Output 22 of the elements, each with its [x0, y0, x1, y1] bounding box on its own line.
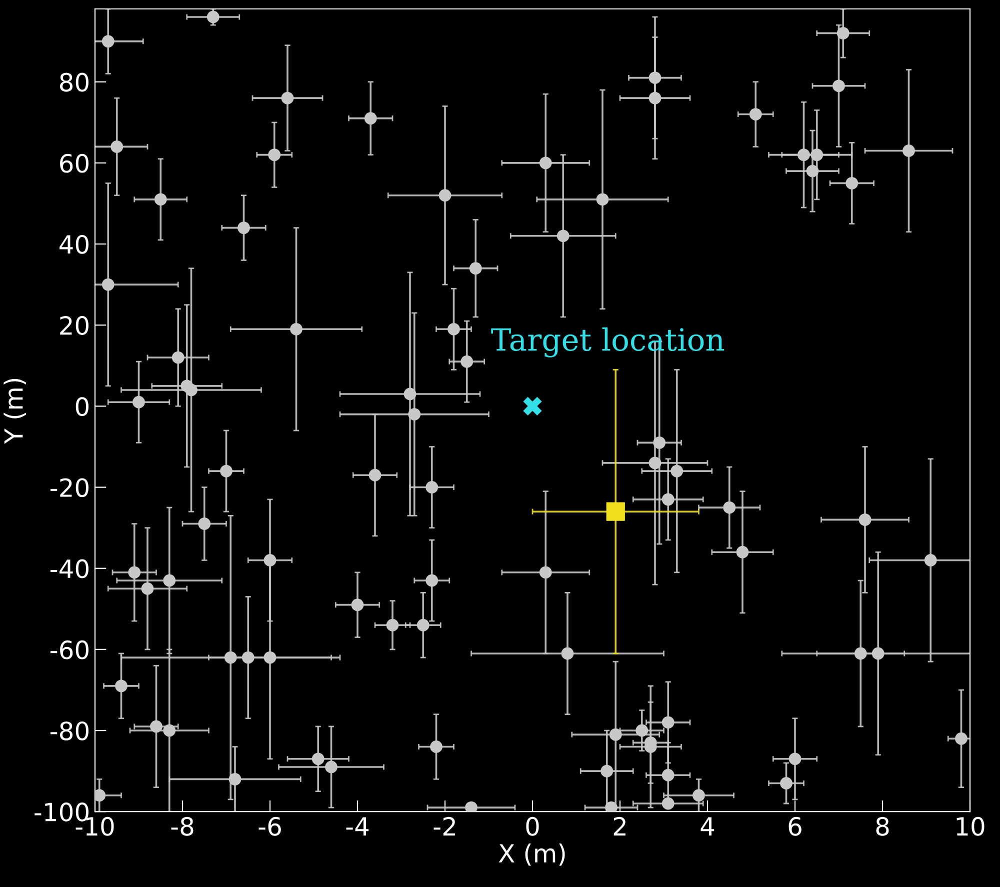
- y-tick-label: 60: [60, 154, 88, 173]
- y-tick-label: -40: [50, 559, 88, 578]
- annotation: Target location: [491, 327, 724, 358]
- y-tick-label: 40: [60, 234, 88, 254]
- x-tick-label: 6: [788, 816, 802, 836]
- y-tick-label: 0: [76, 397, 88, 416]
- x-tick-label: 4: [700, 817, 714, 836]
- x-tick-label: -6: [258, 816, 281, 836]
- x-tick-label: 0: [526, 816, 539, 836]
- y-tick-label: -60: [50, 640, 88, 660]
- x-tick-label: -8: [171, 816, 194, 836]
- x-tick-label: -2: [434, 816, 455, 836]
- x-tick-label: -4: [346, 817, 369, 836]
- x-axis-title: X (m): [498, 843, 565, 866]
- y-tick-label: -20: [50, 478, 88, 498]
- y-axis-title: Y (m): [4, 378, 26, 444]
- y-tick-label: 80: [60, 72, 88, 92]
- x-tick-label: 8: [876, 816, 889, 836]
- x-tick-label: 10: [956, 816, 984, 836]
- x-tick-label: 2: [614, 816, 626, 836]
- y-tick-label: -80: [50, 721, 88, 740]
- y-tick-label: 20: [60, 316, 88, 335]
